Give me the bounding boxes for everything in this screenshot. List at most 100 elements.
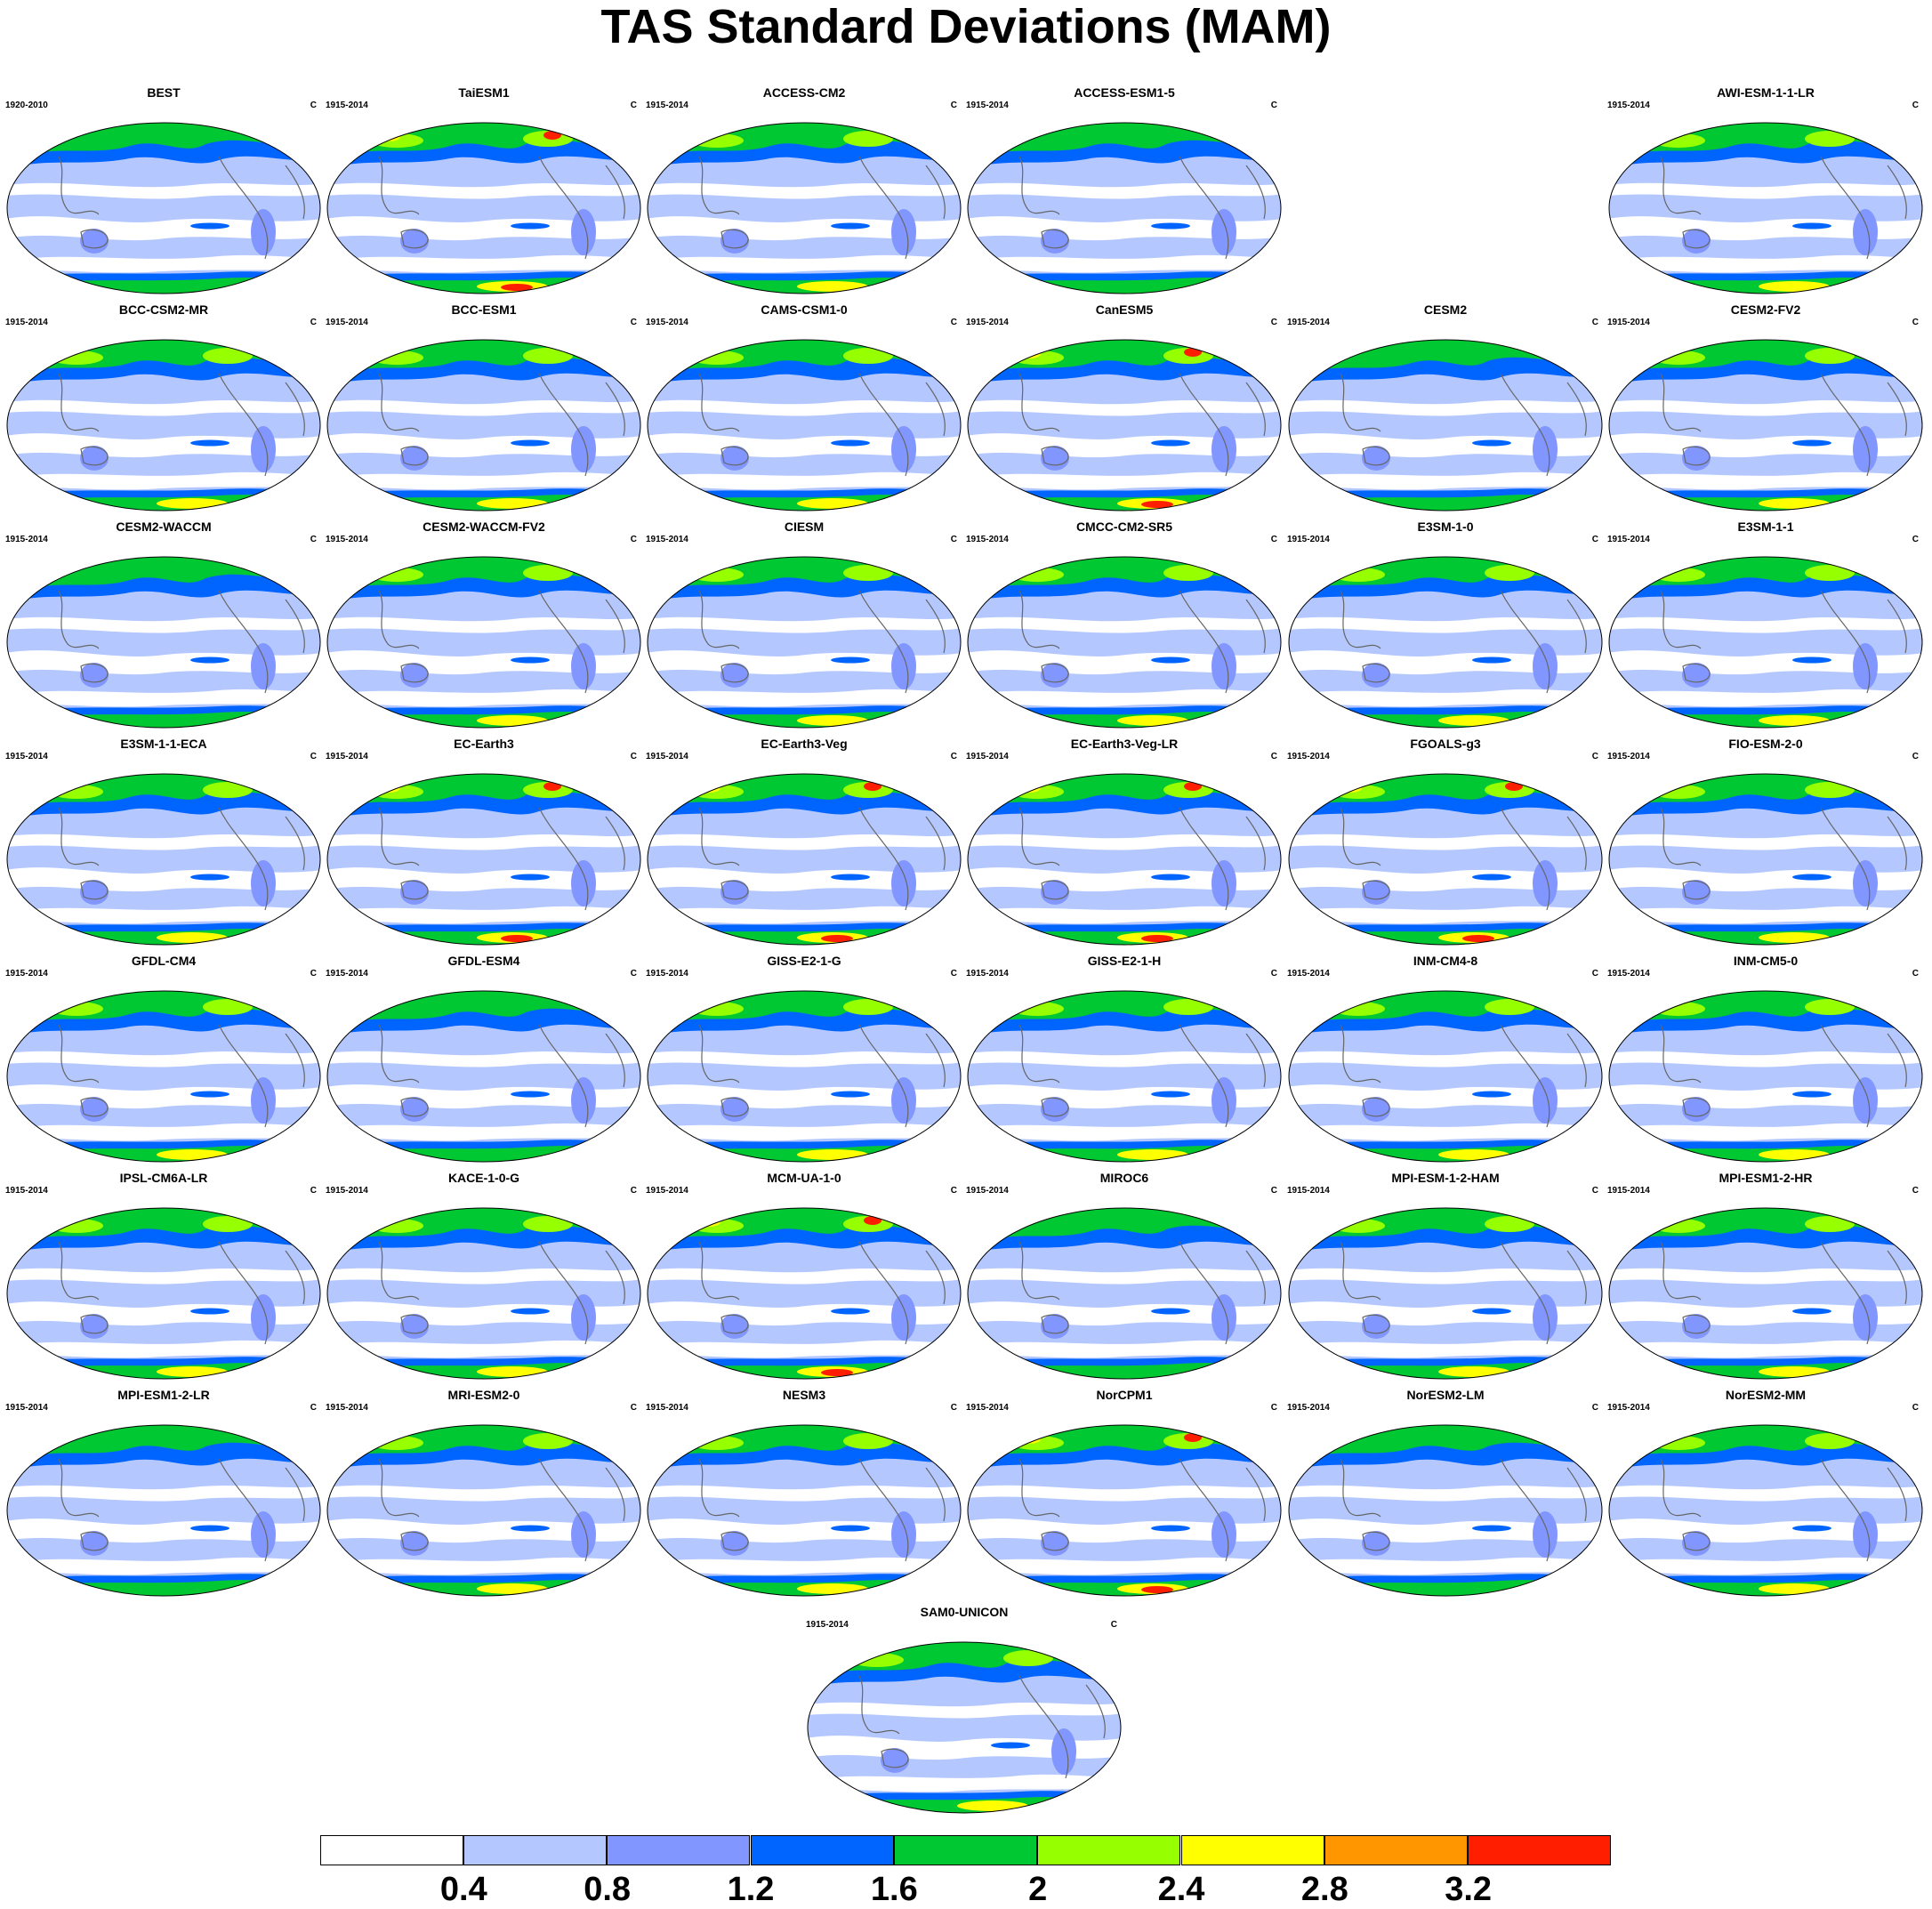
coastline-americas: [858, 1024, 909, 1128]
map-panel: SAM0-UNICON 1915-2014 C: [806, 1605, 1123, 1814]
coastline-africa: [925, 382, 946, 437]
eq-pacific-anomaly: [1792, 439, 1831, 447]
namerica-high-patch: [1805, 131, 1855, 147]
panel-title: GFDL-ESM4: [447, 954, 520, 968]
panel-units: C: [1110, 1620, 1117, 1630]
panel-period: 1915-2014: [966, 1403, 1009, 1413]
panel-title: NorESM2-MM: [1725, 1388, 1807, 1402]
south-america-patch: [1212, 1294, 1236, 1341]
namerica-high-patch: [1805, 1433, 1855, 1449]
panel-period: 1915-2014: [326, 318, 368, 327]
eq-pacific-anomaly: [1792, 874, 1831, 881]
coastline-africa: [605, 382, 625, 437]
australia-patch: [80, 1097, 109, 1122]
south-america-patch: [1853, 1294, 1878, 1341]
panel-period: 1915-2014: [1607, 318, 1650, 327]
australia-patch: [400, 880, 429, 905]
antarctic-high-patch: [157, 498, 228, 509]
map-plot: [967, 1207, 1282, 1380]
panel-units: C: [630, 318, 637, 327]
coastline-africa: [1887, 816, 1907, 871]
coastline-africa: [1887, 382, 1907, 437]
map-panel: EC-Earth3 1915-2014 C: [326, 737, 642, 946]
panel-units: C: [950, 969, 957, 979]
coastline-americas: [1820, 373, 1871, 477]
panel-period: 1915-2014: [1607, 1186, 1650, 1196]
panel-units: C: [630, 535, 637, 544]
namerica-high-patch: [1163, 999, 1213, 1015]
coastline-australia: [1682, 880, 1711, 900]
north-low-band: [1289, 1268, 1602, 1285]
antarctic-high-patch: [1759, 498, 1830, 509]
south-america-patch: [1212, 426, 1236, 472]
australia-patch: [400, 663, 429, 688]
eq-pacific-anomaly: [831, 1525, 870, 1532]
map-panel: BEST 1920-2010 C: [5, 85, 322, 294]
panel-period: 1915-2014: [326, 535, 368, 544]
map-panel: MPI-ESM1-2-HR 1915-2014 C: [1607, 1171, 1924, 1380]
australia-patch: [1362, 446, 1390, 471]
coastline-asia: [1340, 1458, 1381, 1518]
south-low-band: [1305, 471, 1602, 490]
coastline-asia: [378, 1241, 420, 1301]
south-low-band: [664, 1123, 961, 1141]
coastline-australia: [80, 1531, 109, 1551]
north-low-band: [7, 399, 320, 416]
south-low-band: [1625, 254, 1922, 273]
australia-patch: [1682, 1097, 1711, 1122]
map-outline: [807, 1641, 1122, 1814]
map-plot: [1608, 1424, 1923, 1597]
coastline-americas: [218, 373, 269, 477]
eq-pacific-anomaly: [1151, 656, 1190, 664]
south-low-band: [1625, 689, 1922, 707]
panel-units: C: [630, 101, 637, 110]
map-outline: [647, 1424, 962, 1597]
south-america-patch: [1533, 860, 1558, 906]
australia-patch: [1041, 1097, 1069, 1122]
coastline-africa: [285, 165, 305, 220]
colorbar-tick-label: 0.4: [439, 1871, 487, 1908]
panel-period: 1915-2014: [1607, 969, 1650, 979]
colorbar-swatch: [1180, 1835, 1324, 1865]
namerica-high-patch: [1805, 565, 1855, 581]
eq-pacific-anomaly: [1151, 439, 1190, 447]
coastline-africa: [1245, 1467, 1266, 1522]
south-america-patch: [251, 1294, 276, 1341]
map-plot: [1608, 339, 1923, 511]
coastline-australia: [720, 446, 749, 466]
panel-title: CIESM: [784, 520, 825, 534]
namerica-high-patch: [523, 565, 573, 581]
coastline-africa: [605, 1033, 625, 1088]
map-plot: [6, 773, 321, 946]
map-panel: CESM2-FV2 1915-2014 C: [1607, 302, 1924, 511]
antarctic-high-patch: [477, 1366, 548, 1377]
map-panel: EC-Earth3-Veg 1915-2014 C: [646, 737, 962, 946]
coastline-asia: [858, 1675, 900, 1735]
antarctic-high-patch: [1117, 715, 1188, 726]
map-outline: [1608, 773, 1923, 946]
coastline-americas: [1179, 1024, 1229, 1128]
eq-pacific-anomaly: [831, 656, 870, 664]
south-low-band: [984, 254, 1281, 273]
australia-patch: [80, 229, 109, 254]
south-low-band: [664, 254, 961, 273]
coastline-americas: [538, 373, 589, 477]
coastline-australia: [1041, 229, 1069, 249]
map-outline: [1608, 990, 1923, 1163]
north-low-band: [7, 182, 320, 199]
coastline-africa: [925, 1033, 946, 1088]
coastline-asia: [58, 156, 100, 215]
antarctic-peak-patch: [1141, 1586, 1173, 1593]
south-low-band: [23, 1557, 320, 1575]
panel-units: C: [1270, 535, 1277, 544]
north-low-band: [648, 1051, 961, 1067]
map-plot: [967, 556, 1282, 729]
map-outline: [967, 122, 1282, 294]
colorbar-tick-label: 2.8: [1300, 1871, 1348, 1908]
map-plot: [1288, 773, 1603, 946]
north-low-band: [327, 399, 640, 416]
coastline-australia: [1682, 446, 1711, 466]
north-low-band: [7, 834, 320, 850]
panel-period: 1915-2014: [1607, 1403, 1650, 1413]
coastline-africa: [1887, 1250, 1907, 1305]
